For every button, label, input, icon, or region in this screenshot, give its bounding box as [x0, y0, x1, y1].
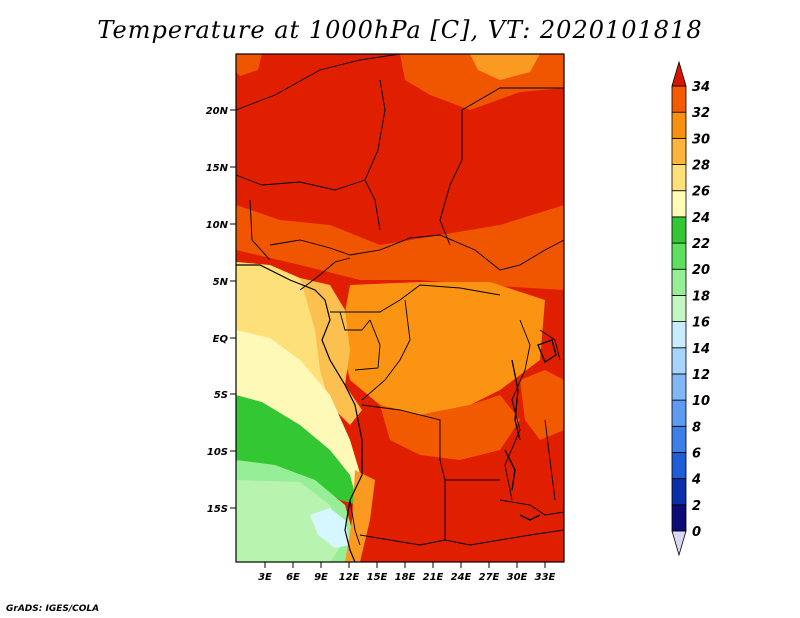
lon-tick-label: 6E [286, 572, 300, 583]
software-credit: GrADS: IGES/COLA [6, 604, 100, 614]
lon-tick-label: 18E [395, 572, 416, 583]
colorbar-label: 4 [691, 473, 701, 488]
colorbar-box [671, 242, 687, 270]
coastline [236, 264, 363, 562]
map-title: Temperature at 1000hPa [C], VT: 20201018… [97, 16, 703, 44]
colorbar-label: 24 [692, 211, 710, 226]
colorbar-box [671, 216, 687, 244]
colorbar-label: 26 [692, 185, 710, 200]
colorbar-box [671, 190, 687, 218]
colorbar-box [671, 111, 687, 139]
colorbar-label: 18 [692, 289, 710, 304]
lon-ticks: 3E 6E 9E 12E 15E 18E 21E 24E 27E 30E 33E [258, 562, 556, 583]
lat-tick-label: EQ [213, 334, 229, 345]
colorbar-min-triangle [671, 530, 687, 557]
temperature-field [236, 54, 564, 562]
colorbar-box [671, 295, 687, 322]
colorbar-box [671, 137, 687, 165]
colorbar-label: 6 [692, 446, 701, 461]
lat-tick-label: 5S [214, 390, 228, 401]
lon-tick-label: 27E [479, 572, 500, 583]
colorbar-label: 0 [692, 525, 701, 540]
colorbar-label: 14 [692, 342, 710, 357]
lat-tick-label: 10S [207, 447, 228, 458]
lon-tick-label: 24E [451, 572, 472, 583]
colorbar-label: 32 [692, 106, 710, 121]
colorbar-box [671, 373, 687, 401]
colorbar-box [671, 425, 687, 453]
colorbar-box [671, 347, 687, 375]
colorbar-box [671, 164, 687, 192]
lon-tick-label: 9E [314, 572, 328, 583]
lon-tick-label: 21E [423, 572, 444, 583]
colorbar-label: 22 [692, 237, 710, 252]
colorbar-max-triangle [671, 60, 687, 87]
colorbar-label: 20 [692, 263, 710, 278]
colorbar-label: 12 [692, 368, 710, 383]
lon-tick-label: 33E [535, 572, 556, 583]
colorbar-box [671, 399, 687, 427]
colorbar-label: 28 [692, 159, 710, 174]
lat-tick-label: 15S [207, 504, 228, 515]
colorbar-box [671, 452, 687, 480]
lat-tick-label: 10N [206, 220, 229, 231]
colorbar-label: 16 [692, 316, 710, 331]
lat-tick-label: 5N [213, 277, 229, 288]
lon-tick-label: 12E [339, 572, 360, 583]
colorbar-label: 10 [692, 394, 710, 409]
map-frame [235, 53, 565, 563]
colorbar-box [671, 504, 687, 532]
colorbar-label: 30 [692, 132, 710, 147]
lon-tick-label: 3E [258, 572, 272, 583]
lat-tick-label: 15N [206, 163, 229, 174]
colorbar-label: 34 [692, 80, 710, 95]
colorbar-label: 8 [692, 420, 701, 435]
lon-tick-label: 30E [507, 572, 528, 583]
lat-ticks: 20N 15N 10N 5N EQ 5S 10S 15S [206, 106, 236, 515]
lakes [504, 339, 557, 521]
country-borders [236, 54, 564, 546]
lon-tick-label: 15E [367, 572, 388, 583]
colorbar-box [671, 321, 687, 349]
lat-tick-label: 20N [206, 106, 229, 117]
colorbar-box [671, 268, 687, 296]
colorbar-label: 2 [692, 499, 701, 514]
colorbar-box [671, 478, 687, 506]
colorbar-box [671, 85, 687, 113]
